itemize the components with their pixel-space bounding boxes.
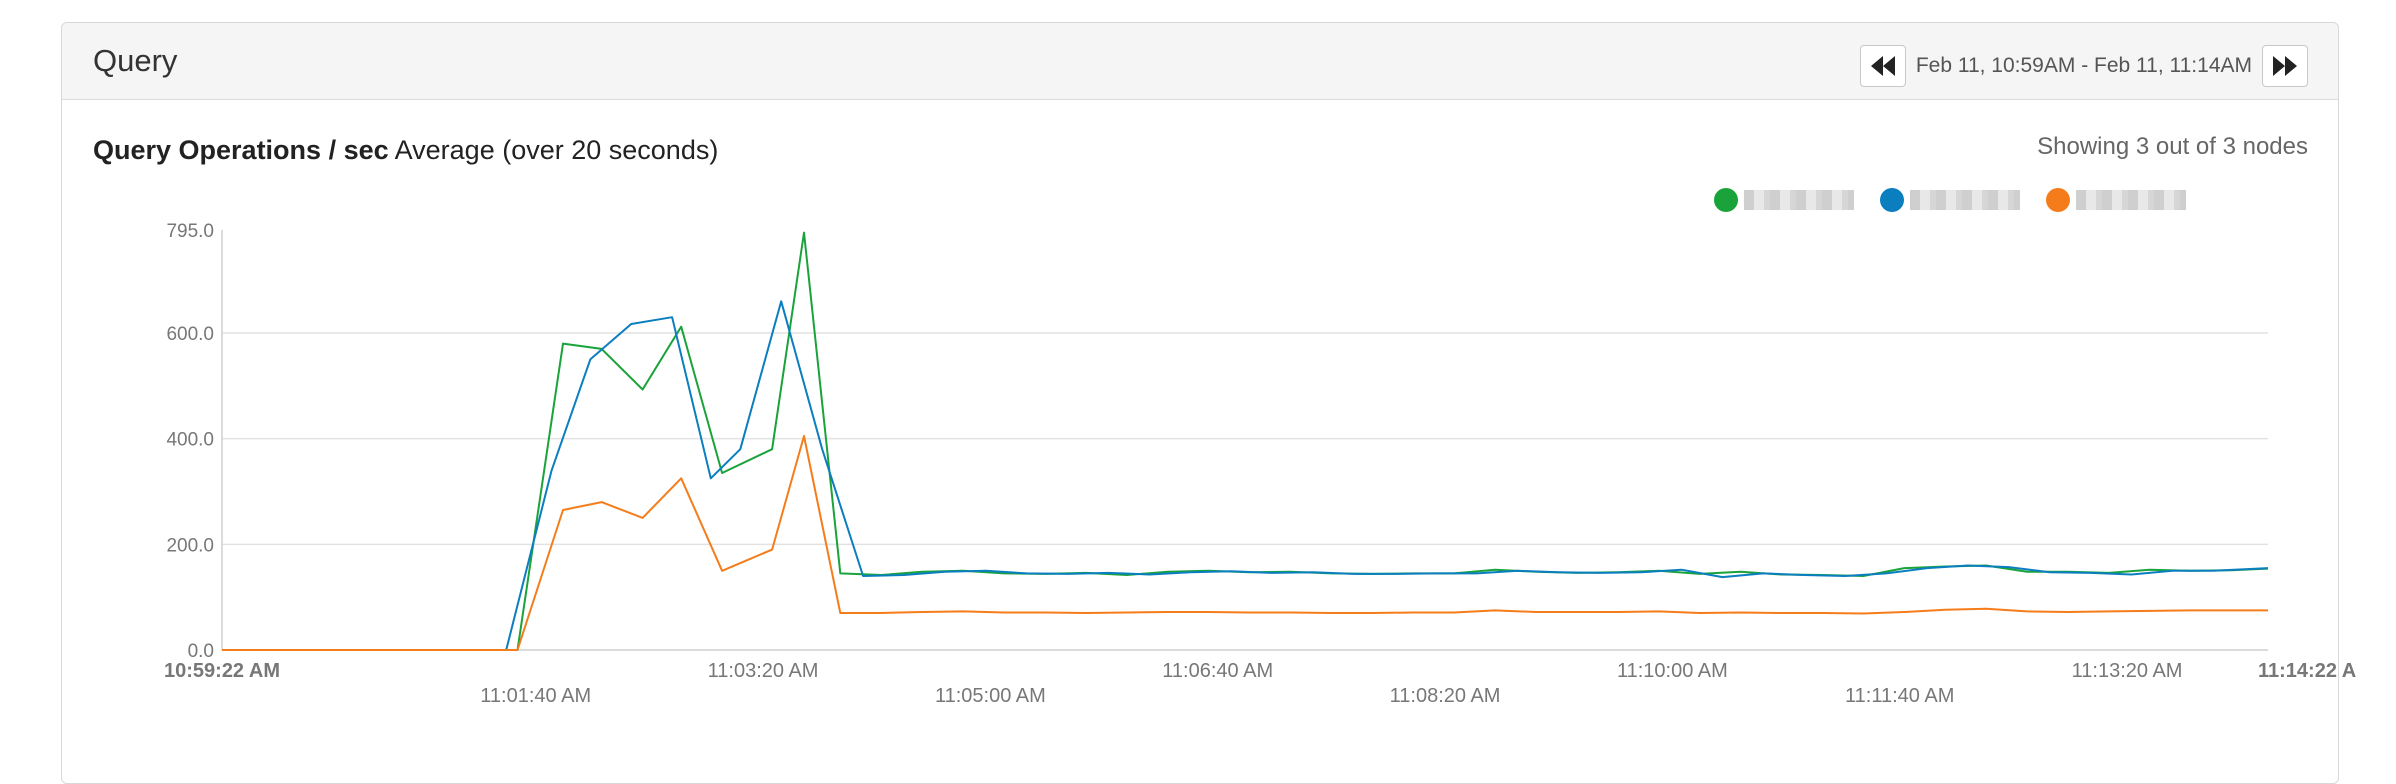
legend-dot-icon — [2046, 188, 2070, 212]
time-range-control: Feb 11, 10:59AM - Feb 11, 11:14AM — [1859, 44, 2308, 88]
previous-range-button[interactable] — [1859, 45, 1906, 87]
x-tick-end: 11:14:22 A — [2258, 660, 2356, 682]
panel-title: Query — [93, 43, 178, 78]
series-line-node-3 — [222, 435, 2268, 651]
legend-item-node-1[interactable] — [1714, 188, 1854, 212]
chart-title-metric: Query Operations / sec — [93, 135, 389, 165]
query-ops-line-chart: 795.0 600.0 400.0 200.0 0.010:59:22 AM 11:14:… — [164, 221, 2356, 707]
panel-header: Query Feb 11, 10:59AM - Feb 11, 11:14AM — [62, 23, 2338, 100]
chart-legend — [1714, 185, 2212, 215]
chart-title-aggregation: Average (over 20 seconds) — [394, 135, 719, 165]
x-tick-label: 11:11:40 AM — [1845, 685, 1954, 707]
y-tick-label: 200.0 — [166, 535, 214, 556]
legend-item-node-2[interactable] — [1880, 188, 2020, 212]
x-tick-label: 11:01:40 AM — [480, 685, 591, 707]
legend-label — [1744, 190, 1854, 210]
legend-label — [2076, 190, 2186, 210]
y-tick-label: 795.0 — [166, 221, 214, 242]
legend-dot-icon — [1714, 188, 1738, 212]
x-tick-label: 11:06:40 AM — [1162, 660, 1273, 682]
x-tick-label: 11:05:00 AM — [935, 685, 1046, 707]
series-line-node-1 — [222, 231, 2269, 651]
y-tick-label: 600.0 — [166, 324, 214, 345]
fast-forward-icon — [2273, 56, 2297, 76]
x-tick-label: 11:13:20 AM — [2072, 660, 2183, 682]
time-range-label: Feb 11, 10:59AM - Feb 11, 11:14AM — [1915, 54, 2252, 77]
x-tick-label: 11:08:20 AM — [1390, 685, 1501, 707]
x-tick-label: 11:03:20 AM — [708, 660, 819, 682]
legend-label — [1910, 190, 2020, 210]
legend-item-node-3[interactable] — [2046, 188, 2186, 212]
next-range-button[interactable] — [2262, 45, 2308, 87]
chart-title: Query Operations / sec Average (over 20 … — [93, 135, 718, 166]
y-tick-label: 400.0 — [166, 430, 214, 451]
x-tick-start: 10:59:22 AM — [164, 660, 280, 682]
x-tick-label: 11:10:00 AM — [1617, 660, 1728, 682]
query-panel: Query Feb 11, 10:59AM - Feb 11, 11:14AM … — [61, 22, 2339, 784]
rewind-icon — [1870, 56, 1895, 76]
series-line-node-2 — [222, 300, 2269, 651]
y-tick-label: 0.0 — [188, 641, 214, 662]
legend-dot-icon — [1880, 188, 1904, 212]
nodes-count: Showing 3 out of 3 nodes — [2037, 133, 2308, 160]
